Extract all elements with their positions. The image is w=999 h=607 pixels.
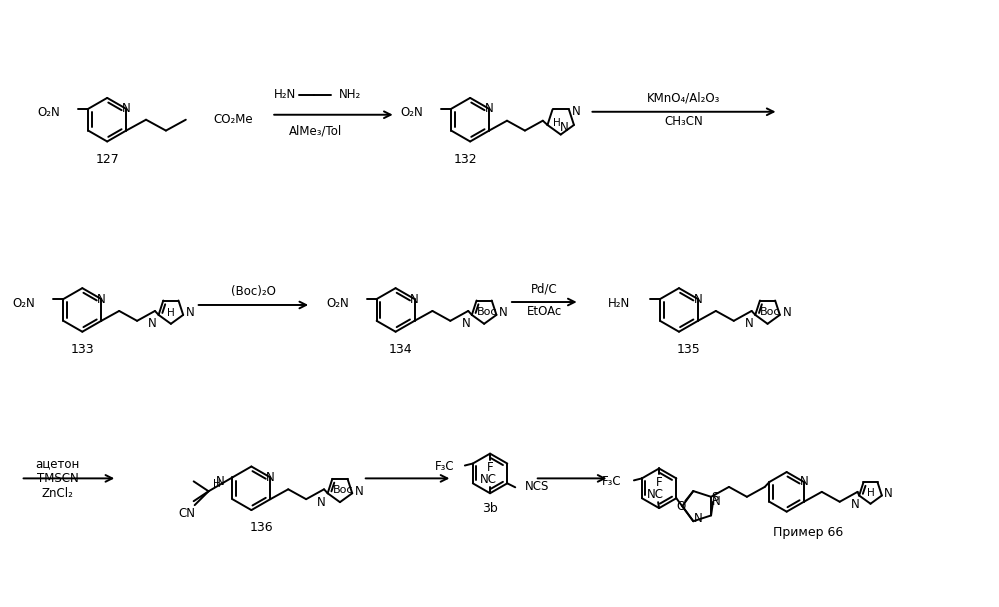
Text: H: H	[552, 118, 560, 127]
Text: AlMe₃/Tol: AlMe₃/Tol	[290, 124, 343, 137]
Text: Boc: Boc	[477, 307, 498, 317]
Text: N: N	[485, 103, 494, 115]
Text: N: N	[559, 121, 568, 134]
Text: N: N	[355, 485, 364, 498]
Text: 3b: 3b	[483, 501, 498, 515]
Text: N: N	[500, 307, 507, 319]
Text: N: N	[883, 487, 892, 500]
Text: TMSCN: TMSCN	[37, 472, 78, 485]
Text: (Boc)₂O: (Boc)₂O	[231, 285, 276, 297]
Text: N: N	[745, 317, 753, 330]
Text: H: H	[867, 488, 874, 498]
Text: N: N	[782, 307, 791, 319]
Text: NC: NC	[646, 488, 663, 501]
Text: CH₃CN: CH₃CN	[664, 115, 703, 128]
Text: N: N	[216, 475, 225, 488]
Text: O₂N: O₂N	[326, 296, 349, 310]
Text: N: N	[318, 496, 326, 509]
Text: N: N	[694, 512, 702, 524]
Text: H: H	[213, 480, 221, 489]
Text: N: N	[711, 495, 720, 508]
Text: S: S	[711, 491, 718, 504]
Text: N: N	[186, 307, 195, 319]
Text: ZnCl₂: ZnCl₂	[42, 487, 73, 500]
Text: CO₂Me: CO₂Me	[214, 113, 254, 126]
Text: N: N	[571, 105, 580, 118]
Text: H₂N: H₂N	[274, 89, 296, 101]
Text: O₂N: O₂N	[13, 296, 36, 310]
Text: N: N	[97, 293, 106, 305]
Text: NH₂: NH₂	[339, 89, 362, 101]
Text: 135: 135	[677, 343, 701, 356]
Text: N: N	[148, 317, 157, 330]
Text: N: N	[462, 317, 471, 330]
Text: F: F	[487, 461, 494, 474]
Text: H₂N: H₂N	[608, 296, 630, 310]
Text: N: N	[266, 471, 275, 484]
Text: 134: 134	[389, 343, 413, 356]
Text: F: F	[655, 476, 662, 489]
Text: KMnO₄/Al₂O₃: KMnO₄/Al₂O₃	[647, 92, 720, 104]
Text: N: N	[799, 475, 808, 489]
Text: N: N	[851, 498, 859, 511]
Text: Boc: Boc	[760, 307, 781, 317]
Text: F₃C: F₃C	[602, 475, 622, 488]
Text: F₃C: F₃C	[436, 460, 455, 473]
Text: 133: 133	[71, 343, 94, 356]
Text: ацетон: ацетон	[35, 457, 80, 470]
Text: H: H	[167, 308, 175, 318]
Text: NC: NC	[480, 473, 497, 486]
Text: O₂N: O₂N	[38, 106, 60, 119]
Text: NCS: NCS	[525, 480, 549, 493]
Text: 136: 136	[250, 521, 273, 534]
Text: O: O	[676, 500, 686, 514]
Text: 127: 127	[95, 153, 119, 166]
Text: N: N	[122, 103, 131, 115]
Text: Boc: Boc	[333, 485, 354, 495]
Text: 132: 132	[454, 153, 477, 166]
Text: Пример 66: Пример 66	[773, 526, 843, 540]
Text: N: N	[411, 293, 419, 305]
Text: O₂N: O₂N	[401, 106, 424, 119]
Text: Pd/C: Pd/C	[530, 283, 557, 296]
Text: EtOAc: EtOAc	[526, 305, 561, 319]
Text: CN: CN	[178, 507, 195, 520]
Text: N: N	[693, 293, 702, 305]
